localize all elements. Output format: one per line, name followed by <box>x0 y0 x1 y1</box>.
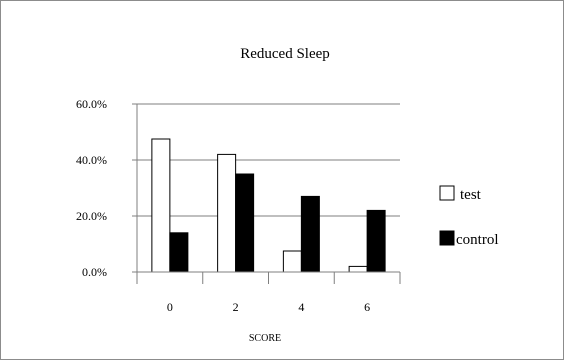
bar-control-4 <box>300 195 320 273</box>
legend-label-test: test <box>460 187 482 203</box>
y-tick-label: 20.0% <box>76 209 107 223</box>
bar-test-4 <box>282 250 302 273</box>
y-tick-label: 40.0% <box>76 153 107 167</box>
x-axis-label: SCORE <box>249 333 281 344</box>
x-tick-label: 2 <box>233 300 239 314</box>
y-tick-label: 60.0% <box>76 97 107 111</box>
bar-test-0 <box>151 138 171 273</box>
bar-control-6 <box>366 209 386 273</box>
legend: test control <box>439 185 499 248</box>
bar-test-6 <box>348 265 368 273</box>
x-tick-label: 4 <box>298 300 304 314</box>
legend-label-control: control <box>456 232 499 248</box>
y-axis-ticks: 0.0% 20.0% 40.0% 60.0% <box>76 97 138 279</box>
legend-swatch-test <box>439 185 455 201</box>
y-tick-label: 0.0% <box>82 265 107 279</box>
bar-control-2 <box>235 173 255 273</box>
bar-control-0 <box>169 232 189 273</box>
x-tick-label: 0 <box>167 300 173 314</box>
x-axis: 0 2 4 6 <box>136 271 401 314</box>
x-tick-label: 6 <box>364 300 370 314</box>
bar-test-2 <box>217 153 237 273</box>
legend-swatch-control <box>439 230 455 246</box>
chart-title: Reduced Sleep <box>240 46 330 62</box>
